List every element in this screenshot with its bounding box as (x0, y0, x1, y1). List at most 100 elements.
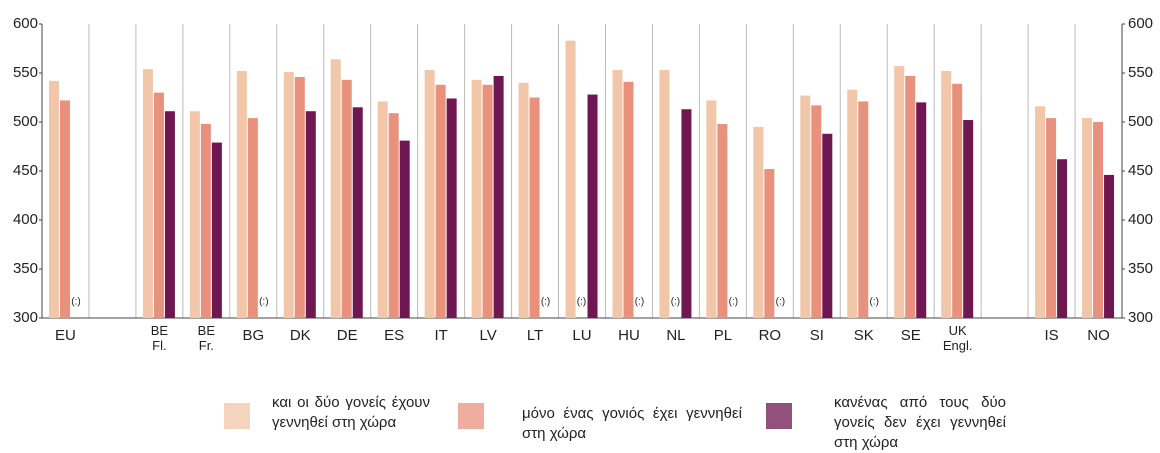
bar (623, 81, 634, 318)
bar (518, 82, 529, 318)
y-tick-label: 400 (13, 211, 38, 228)
y-tick-label: 450 (13, 162, 38, 179)
bar (305, 111, 316, 318)
x-tick-label: ES (384, 327, 404, 344)
y-tick-label: 350 (13, 260, 38, 277)
bar (941, 71, 952, 318)
y-tick-label-right: 400 (1128, 211, 1153, 228)
missing-label: (:) (776, 297, 785, 308)
missing-label: (:) (259, 297, 268, 308)
bar (753, 126, 764, 319)
x-tick-label: SK (854, 327, 874, 344)
bar (352, 107, 363, 318)
bar (717, 123, 728, 319)
x-tick-label: LT (527, 327, 543, 344)
bar (424, 70, 435, 318)
missing-label: (:) (71, 297, 80, 308)
x-tick-label: SI (810, 327, 824, 344)
y-tick-label-right: 300 (1128, 309, 1153, 326)
bar (330, 59, 341, 318)
x-tick-label: BE Fl. (151, 323, 169, 353)
legend-label: μόνο ένας γονιός έχει γεννηθεί στη χώρα (522, 405, 742, 442)
x-tick-label: PL (714, 327, 732, 344)
y-tick-label: 550 (13, 64, 38, 81)
y-tick-label-right: 600 (1128, 15, 1153, 32)
bar (482, 84, 493, 318)
bar (681, 109, 692, 318)
bar (1104, 174, 1115, 318)
bar (446, 98, 457, 318)
legend-swatch (766, 403, 792, 429)
bar (858, 101, 869, 318)
x-tick-label: DE (337, 327, 358, 344)
missing-label: (:) (635, 297, 644, 308)
bar (952, 83, 963, 318)
missing-label: (:) (870, 297, 879, 308)
y-tick-label-right: 550 (1128, 64, 1153, 81)
bar (60, 100, 70, 318)
bar (764, 169, 775, 318)
x-tick-label: IS (1044, 327, 1058, 344)
bar (963, 120, 974, 318)
bar (142, 69, 153, 318)
bar (294, 76, 305, 318)
y-tick-label-right: 500 (1128, 113, 1153, 130)
bar (565, 40, 576, 318)
bar (164, 111, 175, 318)
x-tick-label: UK Engl. (943, 323, 973, 353)
bar (377, 101, 388, 318)
missing-label: (:) (577, 297, 586, 308)
bar (153, 92, 164, 318)
bar (341, 79, 352, 318)
bar (894, 66, 905, 318)
bar (800, 95, 811, 318)
bar (822, 133, 833, 318)
bar (247, 118, 258, 318)
bar (49, 80, 59, 318)
bar (659, 70, 670, 318)
missing-label: (:) (729, 297, 738, 308)
bar (399, 140, 410, 318)
bar (493, 75, 504, 318)
x-tick-label: NO (1087, 327, 1110, 344)
bar (916, 102, 927, 319)
bar (200, 123, 211, 319)
x-tick-label: SE (901, 327, 921, 344)
bar (706, 100, 717, 318)
x-tick-label: DK (290, 327, 311, 344)
missing-label: (:) (671, 297, 680, 308)
bar (905, 75, 916, 318)
bar (587, 94, 598, 318)
bar (189, 111, 200, 318)
bar (471, 79, 482, 318)
bar (388, 113, 399, 319)
bar (236, 71, 247, 318)
legend-swatch (224, 403, 250, 429)
bar (612, 70, 623, 318)
x-tick-label: IT (434, 327, 447, 344)
bar (1035, 106, 1046, 318)
bar (847, 89, 858, 318)
x-tick-label: LU (572, 327, 591, 344)
bar (283, 72, 294, 319)
legend-label: και οι δύο γονείς έχουν γεννηθεί στη χώρ… (272, 394, 430, 431)
bar (1046, 118, 1057, 318)
x-tick-label: BE Fr. (198, 323, 216, 353)
bar (435, 84, 446, 318)
x-tick-label: HU (618, 327, 640, 344)
chart: 300 300 350 350 400 400 450 450 500 500 550 550 600 6… (13, 15, 1153, 353)
y-tick-label: 300 (13, 309, 38, 326)
bar (1093, 122, 1104, 318)
legend-swatch (458, 403, 484, 429)
legend-label: κανένας από τους δύο γονείς δεν έχει γεν… (834, 394, 1006, 451)
bar (1057, 159, 1068, 318)
y-tick-label: 500 (13, 113, 38, 130)
y-tick-label: 600 (13, 15, 38, 32)
x-tick-label: EU (55, 327, 76, 344)
bar (211, 142, 222, 318)
x-tick-label: LV (479, 327, 496, 344)
bar (529, 97, 540, 318)
x-tick-label: NL (666, 327, 685, 344)
bar (811, 105, 822, 318)
